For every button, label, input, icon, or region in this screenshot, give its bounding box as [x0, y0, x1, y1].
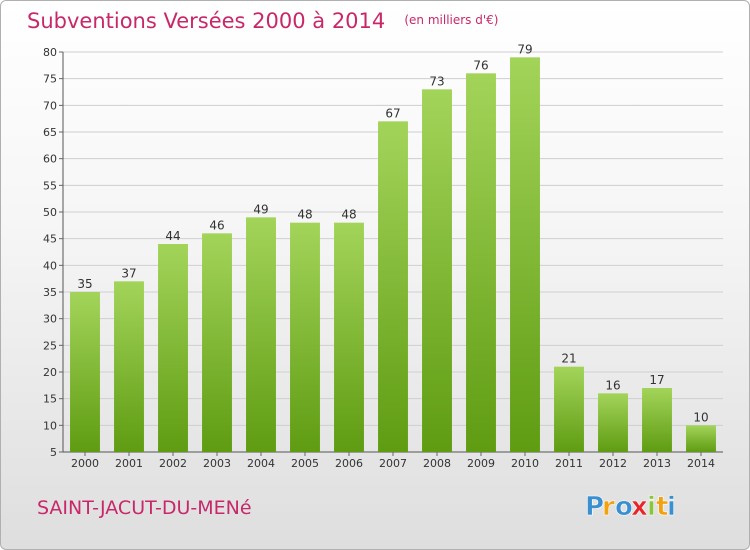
- logo-letter: x: [631, 492, 648, 522]
- x-tick-label: 2011: [555, 457, 583, 470]
- y-tick-label: 60: [43, 153, 57, 166]
- y-tick-label: 15: [43, 393, 57, 406]
- bar: [510, 57, 540, 452]
- y-tick-label: 40: [43, 259, 57, 272]
- bar: [598, 393, 628, 452]
- data-label: 49: [253, 202, 268, 216]
- bar: [642, 388, 672, 452]
- x-tick-label: 2012: [599, 457, 627, 470]
- y-tick-label: 5: [50, 446, 57, 459]
- y-tick-label: 20: [43, 366, 57, 379]
- proxiti-logo: Pr ox i ti: [585, 492, 677, 523]
- y-tick-label: 25: [43, 339, 57, 352]
- logo-letter: r: [602, 492, 615, 522]
- x-tick-label: 2005: [291, 457, 319, 470]
- logo-letter: t: [656, 492, 668, 522]
- logo-letter: i: [647, 492, 656, 522]
- bar: [246, 217, 276, 452]
- x-tick-label: 2002: [159, 457, 187, 470]
- x-tick-label: 2004: [247, 457, 275, 470]
- commune-name: SAINT-JACUT-DU-MENé: [37, 497, 252, 519]
- y-tick-label: 10: [43, 419, 57, 432]
- bar: [466, 73, 496, 452]
- data-label: 48: [341, 208, 356, 222]
- y-tick-label: 55: [43, 179, 57, 192]
- x-tick-label: 2010: [511, 457, 539, 470]
- bar: [378, 121, 408, 452]
- data-label: 16: [605, 378, 620, 392]
- y-tick-label: 75: [43, 73, 57, 86]
- data-label: 48: [297, 208, 312, 222]
- x-tick-label: 2008: [423, 457, 451, 470]
- chart-header: Subventions Versées 2000 à 2014 (en mill…: [27, 9, 498, 33]
- bar: [158, 244, 188, 452]
- bar: [554, 366, 584, 452]
- bar: [290, 222, 320, 452]
- chart-title: Subventions Versées 2000 à 2014: [27, 9, 386, 33]
- data-label: 10: [693, 410, 708, 424]
- x-tick-label: 2007: [379, 457, 407, 470]
- data-label: 46: [209, 218, 224, 232]
- bar: [334, 222, 364, 452]
- x-tick-label: 2009: [467, 457, 495, 470]
- bar: [686, 425, 716, 452]
- chart-unit: (en milliers d'€): [404, 13, 499, 27]
- x-tick-label: 2003: [203, 457, 231, 470]
- bar: [114, 281, 144, 452]
- x-tick-label: 2014: [687, 457, 715, 470]
- y-tick-label: 35: [43, 286, 57, 299]
- y-tick-label: 80: [43, 46, 57, 59]
- logo-letter: o: [615, 492, 633, 522]
- data-label: 17: [649, 373, 664, 387]
- data-label: 44: [165, 229, 180, 243]
- x-tick-label: 2000: [71, 457, 99, 470]
- data-label: 73: [429, 74, 444, 88]
- y-tick-label: 50: [43, 206, 57, 219]
- y-tick-label: 70: [43, 99, 57, 112]
- data-label: 79: [517, 42, 532, 56]
- logo-letter: i: [667, 492, 676, 522]
- data-label: 35: [77, 277, 92, 291]
- bar: [422, 89, 452, 452]
- bar: [70, 292, 100, 452]
- bar: [202, 233, 232, 452]
- data-label: 76: [473, 58, 488, 72]
- y-tick-label: 45: [43, 233, 57, 246]
- x-tick-label: 2013: [643, 457, 671, 470]
- data-label: 37: [121, 266, 136, 280]
- x-tick-label: 2006: [335, 457, 363, 470]
- data-label: 21: [561, 352, 576, 366]
- data-label: 67: [385, 106, 400, 120]
- logo-letter: P: [585, 492, 604, 522]
- x-tick-label: 2001: [115, 457, 143, 470]
- y-tick-label: 30: [43, 313, 57, 326]
- y-tick-label: 65: [43, 126, 57, 139]
